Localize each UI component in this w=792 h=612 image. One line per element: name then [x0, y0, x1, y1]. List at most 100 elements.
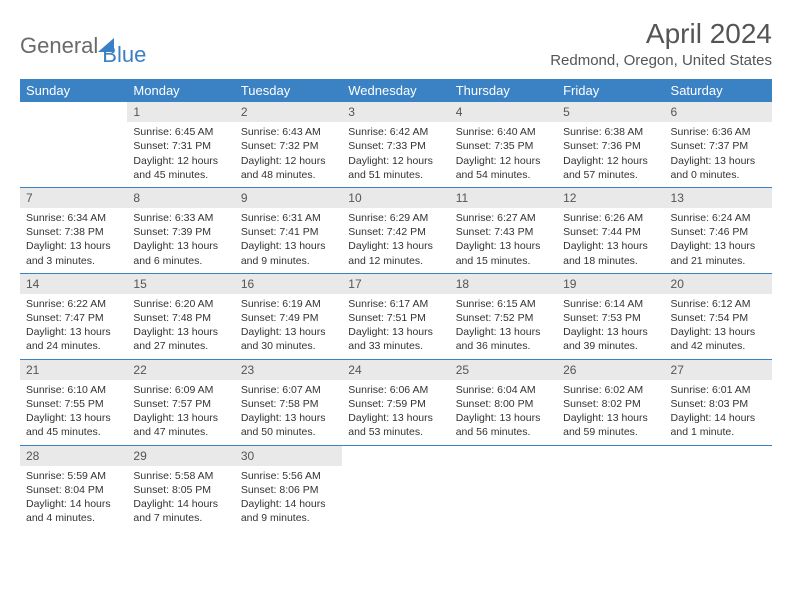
day-cell: 15Sunrise: 6:20 AMSunset: 7:48 PMDayligh…	[127, 274, 234, 359]
day-body: Sunrise: 6:31 AMSunset: 7:41 PMDaylight:…	[235, 208, 342, 273]
day-body: Sunrise: 6:12 AMSunset: 7:54 PMDaylight:…	[665, 294, 772, 359]
day-number: 22	[127, 360, 234, 380]
day-cell: 7Sunrise: 6:34 AMSunset: 7:38 PMDaylight…	[20, 188, 127, 273]
day-body: Sunrise: 6:33 AMSunset: 7:39 PMDaylight:…	[127, 208, 234, 273]
day-number: 5	[557, 102, 664, 122]
brand-logo: General Blue	[20, 24, 146, 68]
day-number: 18	[450, 274, 557, 294]
dow-cell: Wednesday	[342, 79, 449, 102]
day-number: 29	[127, 446, 234, 466]
day-cell: 2Sunrise: 6:43 AMSunset: 7:32 PMDaylight…	[235, 102, 342, 187]
day-cell: 1Sunrise: 6:45 AMSunset: 7:31 PMDaylight…	[127, 102, 234, 187]
day-number: 28	[20, 446, 127, 466]
day-body: Sunrise: 6:45 AMSunset: 7:31 PMDaylight:…	[127, 122, 234, 187]
day-body: Sunrise: 6:22 AMSunset: 7:47 PMDaylight:…	[20, 294, 127, 359]
day-body: Sunrise: 6:36 AMSunset: 7:37 PMDaylight:…	[665, 122, 772, 187]
day-number	[557, 446, 664, 466]
day-cell: 27Sunrise: 6:01 AMSunset: 8:03 PMDayligh…	[665, 360, 772, 445]
day-number: 24	[342, 360, 449, 380]
day-cell	[450, 446, 557, 531]
day-number: 26	[557, 360, 664, 380]
day-number: 23	[235, 360, 342, 380]
title-block: April 2024 Redmond, Oregon, United State…	[550, 18, 772, 69]
day-number: 25	[450, 360, 557, 380]
day-number	[450, 446, 557, 466]
day-number: 12	[557, 188, 664, 208]
day-of-week-header: SundayMondayTuesdayWednesdayThursdayFrid…	[20, 79, 772, 102]
day-cell: 25Sunrise: 6:04 AMSunset: 8:00 PMDayligh…	[450, 360, 557, 445]
day-number: 19	[557, 274, 664, 294]
day-number: 27	[665, 360, 772, 380]
day-body: Sunrise: 6:15 AMSunset: 7:52 PMDaylight:…	[450, 294, 557, 359]
day-number: 16	[235, 274, 342, 294]
day-body: Sunrise: 6:10 AMSunset: 7:55 PMDaylight:…	[20, 380, 127, 445]
day-body: Sunrise: 6:07 AMSunset: 7:58 PMDaylight:…	[235, 380, 342, 445]
day-body: Sunrise: 6:01 AMSunset: 8:03 PMDaylight:…	[665, 380, 772, 445]
day-cell	[557, 446, 664, 531]
day-number: 10	[342, 188, 449, 208]
day-body: Sunrise: 6:19 AMSunset: 7:49 PMDaylight:…	[235, 294, 342, 359]
day-cell: 22Sunrise: 6:09 AMSunset: 7:57 PMDayligh…	[127, 360, 234, 445]
day-body: Sunrise: 5:58 AMSunset: 8:05 PMDaylight:…	[127, 466, 234, 531]
day-cell: 19Sunrise: 6:14 AMSunset: 7:53 PMDayligh…	[557, 274, 664, 359]
day-number: 14	[20, 274, 127, 294]
day-body: Sunrise: 6:43 AMSunset: 7:32 PMDaylight:…	[235, 122, 342, 187]
week-row: 14Sunrise: 6:22 AMSunset: 7:47 PMDayligh…	[20, 274, 772, 360]
day-cell: 4Sunrise: 6:40 AMSunset: 7:35 PMDaylight…	[450, 102, 557, 187]
day-cell: 9Sunrise: 6:31 AMSunset: 7:41 PMDaylight…	[235, 188, 342, 273]
day-cell: 14Sunrise: 6:22 AMSunset: 7:47 PMDayligh…	[20, 274, 127, 359]
day-cell	[665, 446, 772, 531]
calendar: SundayMondayTuesdayWednesdayThursdayFrid…	[20, 79, 772, 530]
day-body	[342, 466, 449, 474]
day-cell: 10Sunrise: 6:29 AMSunset: 7:42 PMDayligh…	[342, 188, 449, 273]
header: General Blue April 2024 Redmond, Oregon,…	[20, 18, 772, 69]
day-cell: 29Sunrise: 5:58 AMSunset: 8:05 PMDayligh…	[127, 446, 234, 531]
day-cell: 13Sunrise: 6:24 AMSunset: 7:46 PMDayligh…	[665, 188, 772, 273]
day-number: 17	[342, 274, 449, 294]
day-number: 9	[235, 188, 342, 208]
day-number: 15	[127, 274, 234, 294]
day-body: Sunrise: 6:24 AMSunset: 7:46 PMDaylight:…	[665, 208, 772, 273]
day-number: 13	[665, 188, 772, 208]
day-cell: 12Sunrise: 6:26 AMSunset: 7:44 PMDayligh…	[557, 188, 664, 273]
dow-cell: Tuesday	[235, 79, 342, 102]
week-row: 21Sunrise: 6:10 AMSunset: 7:55 PMDayligh…	[20, 360, 772, 446]
dow-cell: Monday	[127, 79, 234, 102]
week-row: 1Sunrise: 6:45 AMSunset: 7:31 PMDaylight…	[20, 102, 772, 188]
day-body: Sunrise: 6:14 AMSunset: 7:53 PMDaylight:…	[557, 294, 664, 359]
day-body: Sunrise: 6:20 AMSunset: 7:48 PMDaylight:…	[127, 294, 234, 359]
day-cell: 24Sunrise: 6:06 AMSunset: 7:59 PMDayligh…	[342, 360, 449, 445]
day-number: 11	[450, 188, 557, 208]
dow-cell: Sunday	[20, 79, 127, 102]
day-body	[665, 466, 772, 474]
day-cell: 20Sunrise: 6:12 AMSunset: 7:54 PMDayligh…	[665, 274, 772, 359]
day-body: Sunrise: 5:56 AMSunset: 8:06 PMDaylight:…	[235, 466, 342, 531]
month-title: April 2024	[550, 18, 772, 50]
day-body: Sunrise: 6:34 AMSunset: 7:38 PMDaylight:…	[20, 208, 127, 273]
day-cell: 21Sunrise: 6:10 AMSunset: 7:55 PMDayligh…	[20, 360, 127, 445]
week-row: 7Sunrise: 6:34 AMSunset: 7:38 PMDaylight…	[20, 188, 772, 274]
day-number: 4	[450, 102, 557, 122]
weeks-container: 1Sunrise: 6:45 AMSunset: 7:31 PMDaylight…	[20, 102, 772, 530]
location: Redmond, Oregon, United States	[550, 52, 772, 69]
day-body: Sunrise: 6:09 AMSunset: 7:57 PMDaylight:…	[127, 380, 234, 445]
dow-cell: Saturday	[665, 79, 772, 102]
day-body: Sunrise: 6:42 AMSunset: 7:33 PMDaylight:…	[342, 122, 449, 187]
day-cell: 8Sunrise: 6:33 AMSunset: 7:39 PMDaylight…	[127, 188, 234, 273]
day-cell: 11Sunrise: 6:27 AMSunset: 7:43 PMDayligh…	[450, 188, 557, 273]
day-body: Sunrise: 6:38 AMSunset: 7:36 PMDaylight:…	[557, 122, 664, 187]
day-cell: 5Sunrise: 6:38 AMSunset: 7:36 PMDaylight…	[557, 102, 664, 187]
day-cell: 17Sunrise: 6:17 AMSunset: 7:51 PMDayligh…	[342, 274, 449, 359]
day-body: Sunrise: 6:17 AMSunset: 7:51 PMDaylight:…	[342, 294, 449, 359]
day-body: Sunrise: 5:59 AMSunset: 8:04 PMDaylight:…	[20, 466, 127, 531]
day-body: Sunrise: 6:02 AMSunset: 8:02 PMDaylight:…	[557, 380, 664, 445]
day-number: 3	[342, 102, 449, 122]
dow-cell: Thursday	[450, 79, 557, 102]
day-body	[20, 122, 127, 130]
day-cell: 16Sunrise: 6:19 AMSunset: 7:49 PMDayligh…	[235, 274, 342, 359]
day-number	[342, 446, 449, 466]
day-number: 21	[20, 360, 127, 380]
day-number: 1	[127, 102, 234, 122]
brand-part2: Blue	[102, 42, 146, 68]
day-body: Sunrise: 6:26 AMSunset: 7:44 PMDaylight:…	[557, 208, 664, 273]
